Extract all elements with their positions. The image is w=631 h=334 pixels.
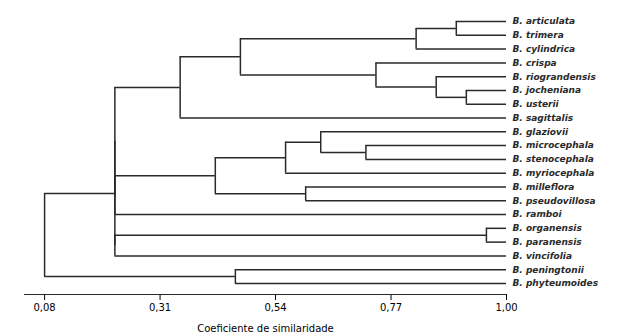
svg-text:B. trimera: B. trimera [513,30,564,40]
svg-text:Coeficiente de similaridade: Coeficiente de similaridade [197,323,334,334]
svg-text:B. usterii: B. usterii [513,99,560,109]
svg-text:0,77: 0,77 [380,302,402,313]
svg-text:B. jocheniana: B. jocheniana [513,85,582,95]
svg-text:B. cylindrica: B. cylindrica [513,44,576,54]
svg-text:B. glaziovii: B. glaziovii [513,127,569,137]
svg-text:0,54: 0,54 [264,302,286,313]
svg-text:B. myriocephala: B. myriocephala [513,168,595,178]
svg-text:B. crispa: B. crispa [513,58,557,68]
svg-text:B. pseudovillosa: B. pseudovillosa [513,196,596,206]
svg-text:B. stenocephala: B. stenocephala [513,154,594,164]
svg-text:B. organensis: B. organensis [513,223,583,233]
svg-text:B. paranensis: B. paranensis [513,237,583,247]
svg-text:B. articulata: B. articulata [513,16,576,26]
svg-text:0,31: 0,31 [149,302,171,313]
svg-text:1,00: 1,00 [495,302,517,313]
svg-text:B. milleflora: B. milleflora [513,182,575,192]
svg-text:B. vincifolia: B. vincifolia [513,251,573,261]
svg-text:0,08: 0,08 [33,302,55,313]
svg-text:B. phyteumoides: B. phyteumoides [513,278,599,288]
svg-text:B. ramboi: B. ramboi [513,209,563,219]
svg-text:B. peningtonii: B. peningtonii [513,265,585,275]
svg-text:B. riograndensis: B. riograndensis [513,72,597,82]
svg-text:B. microcephala: B. microcephala [513,140,594,150]
svg-text:B. sagittalis: B. sagittalis [513,113,574,123]
